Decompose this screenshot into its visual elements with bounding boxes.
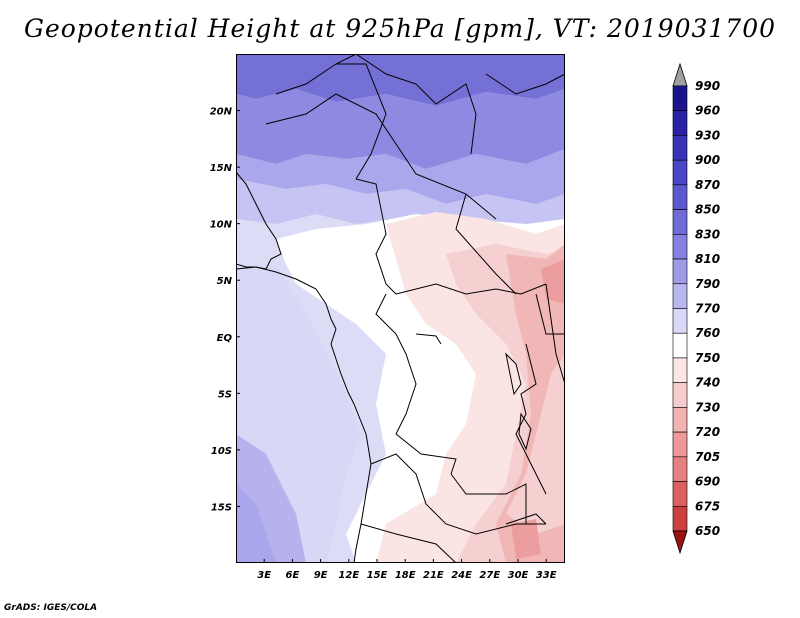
colorbar-swatch	[672, 505, 688, 532]
border-8	[375, 293, 457, 475]
colorbar-label: 675	[695, 499, 720, 513]
colorbar-label: 770	[695, 302, 720, 316]
lon-label: 15E	[367, 570, 388, 581]
colorbar-label: 960	[695, 104, 720, 118]
border-10	[370, 453, 546, 535]
lon-label: 3E	[257, 570, 271, 581]
colorbar-label: 720	[695, 425, 720, 439]
lon-label: 33E	[536, 570, 557, 581]
colorbar-swatch	[672, 234, 688, 260]
border-11	[360, 523, 457, 563]
band-730	[496, 244, 565, 563]
east-border	[545, 283, 565, 385]
colorbar-swatch	[672, 332, 688, 359]
lon-label: 18E	[395, 570, 416, 581]
border-7	[455, 193, 517, 295]
border-3	[336, 63, 387, 180]
colorbar-swatch	[672, 357, 688, 383]
colorbar-swatch	[672, 135, 688, 161]
border-6	[395, 283, 547, 295]
colorbar-label: 760	[695, 326, 720, 340]
colorbar-label: 810	[695, 252, 720, 266]
lake-1	[505, 352, 522, 396]
guinea-coast	[236, 266, 337, 330]
border-12	[535, 293, 565, 335]
colorbar-swatch	[672, 110, 688, 136]
lat-label: 5S	[218, 389, 232, 400]
colorbar-top-arrow	[672, 62, 688, 87]
colorbar-label: 930	[695, 128, 720, 142]
lake-2	[518, 412, 532, 451]
colorbar-label: 690	[695, 475, 720, 489]
band-720b	[511, 519, 541, 559]
colorbar-label: 850	[695, 203, 720, 217]
border-5	[355, 178, 397, 295]
colorbar-label: 650	[695, 524, 720, 538]
band-810-sw	[236, 484, 276, 563]
band-790	[236, 179, 565, 229]
colorbar-label: 705	[695, 450, 720, 464]
colorbar-label: 740	[695, 376, 720, 390]
lon-label: 9E	[314, 570, 328, 581]
chart-title: Geopotential Height at 925hPa [gpm], VT:…	[23, 14, 777, 43]
colorbar-swatch	[672, 456, 688, 482]
colorbar-swatch	[672, 407, 688, 433]
border-9	[450, 473, 527, 524]
lat-label: 15N	[210, 163, 233, 174]
lon-label: 27E	[479, 570, 500, 581]
colorbar-label: 870	[695, 178, 720, 192]
lon-label: 21E	[423, 570, 444, 581]
lon-label: 12E	[338, 570, 359, 581]
colorbar-swatch	[672, 481, 688, 507]
band-850	[236, 54, 565, 106]
colorbar-label: 990	[695, 79, 720, 93]
colorbar-swatch	[672, 308, 688, 334]
lat-label: 15S	[211, 502, 232, 513]
colorbar-swatch	[672, 184, 688, 210]
lat-label: EQ	[217, 333, 233, 344]
colorbar-label: 790	[695, 277, 720, 291]
lon-label: 30E	[508, 570, 529, 581]
lat-label: 20N	[210, 107, 233, 118]
lat-label: 10S	[211, 446, 232, 457]
border-1	[275, 54, 357, 95]
colorbar-bottom-arrow	[672, 530, 688, 555]
great-lakes-east	[515, 343, 547, 495]
colorbar-swatch	[672, 209, 688, 235]
colorbar-swatch	[672, 431, 688, 458]
lake-3	[415, 333, 442, 345]
central-coast	[330, 328, 372, 563]
colorbar-label: 750	[695, 351, 720, 365]
colorbar-label: 830	[695, 227, 720, 241]
lon-label: 24E	[451, 570, 472, 581]
footer-credit: GrADS: IGES/COLA	[4, 603, 98, 613]
lon-label: 6E	[286, 570, 300, 581]
border-2	[355, 54, 477, 155]
colorbar-label: 730	[695, 400, 720, 414]
colorbar-swatch	[672, 258, 688, 285]
lake-4	[505, 513, 547, 525]
map-frame	[236, 54, 565, 563]
colorbar-swatch	[672, 283, 688, 309]
band-830	[236, 89, 565, 169]
colorbar-swatch	[672, 159, 688, 186]
lat-label: 10N	[210, 220, 233, 231]
coastlines-borders	[236, 54, 565, 563]
red-sea-coast	[485, 73, 565, 95]
colorbar-label: 900	[695, 153, 720, 167]
band-810	[236, 149, 565, 204]
colorbar-swatch	[672, 85, 688, 112]
map-panel	[236, 54, 565, 563]
lat-label: 5N	[217, 276, 233, 287]
colorbar-swatch	[672, 382, 688, 408]
